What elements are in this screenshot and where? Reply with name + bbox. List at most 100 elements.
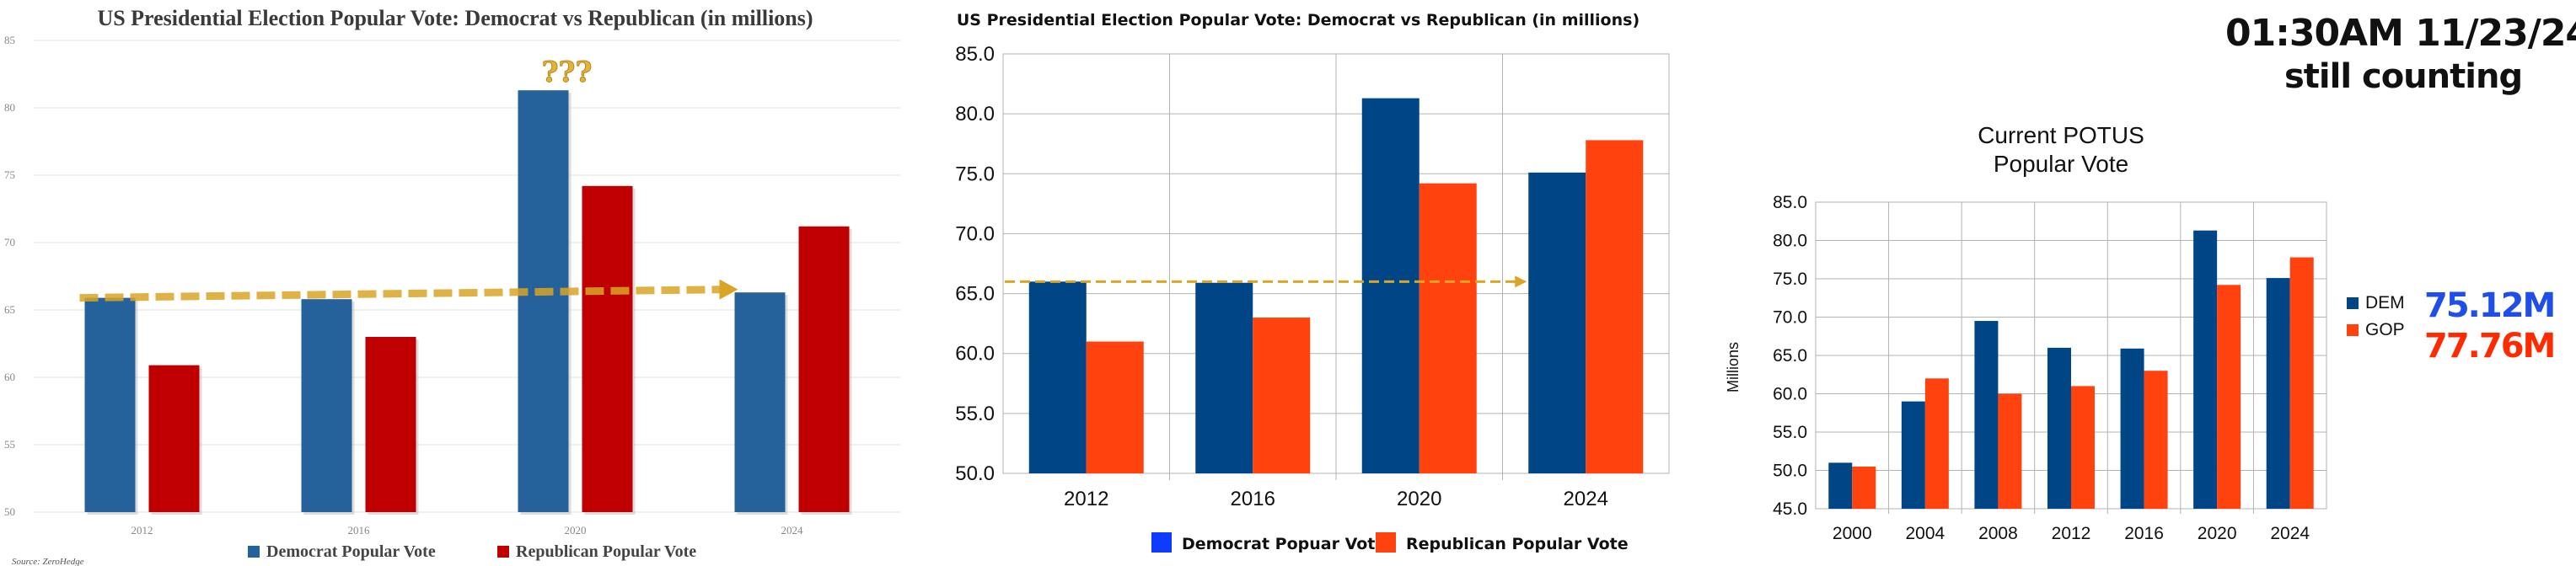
bar-democrat-2020	[1361, 98, 1419, 473]
legend-label: Democrat Popular Vote	[266, 542, 436, 561]
y-tick-label: 65	[4, 303, 15, 316]
bar-democrat-2012	[84, 297, 136, 512]
bar-gop-2020	[2217, 285, 2241, 509]
y-tick-label: 70.0	[955, 222, 995, 245]
y-tick-label: 80	[4, 101, 15, 114]
y-tick-label: 75.0	[955, 163, 995, 185]
x-tick-label: 2012	[1064, 488, 1108, 510]
bar-republican-2020	[1419, 183, 1477, 473]
y-tick-label: 75.0	[1773, 270, 1807, 289]
legend: Democrat Popuar Vote Republican Popular V…	[1151, 532, 1629, 553]
still-counting-stamp: still counting	[2284, 57, 2523, 96]
bars	[1828, 230, 2314, 509]
trend-arrow	[1005, 275, 1527, 288]
y-tick-label: 85.0	[1773, 193, 1807, 212]
y-tick-labels: 45.0 50.0 55.0 60.0 65.0 70.0 75.0 80.0 85.0	[1773, 193, 1807, 519]
x-tick-labels: 2000 2004 2008 2012 2016 2020 2024	[1833, 524, 2310, 543]
y-tick-label: 60.0	[955, 343, 995, 366]
bar-dem-2016	[2120, 348, 2144, 509]
y-tick-label: 55.0	[1773, 423, 1807, 442]
timestamp-stamp: 01:30AM 11/23/24	[2225, 12, 2576, 55]
legend-label: DEM	[2365, 293, 2405, 312]
legend-swatch	[1151, 532, 1172, 553]
gop-total-value: 77.76M	[2424, 327, 2556, 366]
legend-swatch	[2347, 324, 2359, 336]
trend-arrowhead	[719, 279, 738, 300]
trend-line	[79, 286, 728, 302]
bar-gop-2012	[2071, 386, 2095, 509]
bar-democrat-2024	[734, 292, 786, 512]
zerohedge-bar-chart: US Presidential Election Popular Vote: D…	[4, 6, 900, 566]
legend-swatch	[248, 546, 260, 558]
y-tick-label: 85.0	[955, 43, 995, 66]
recreated-bar-chart: US Presidential Election Popular Vote: D…	[955, 11, 1670, 553]
bar-republican-2012	[148, 365, 200, 512]
y-tick-label: 45.0	[1773, 499, 1807, 519]
y-tick-label: 55	[4, 438, 15, 451]
y-axis-label: Millions	[1725, 342, 1741, 392]
bar-republican-2024	[1586, 140, 1644, 473]
bar-gop-2016	[2144, 371, 2168, 509]
legend: DEM GOP	[2347, 293, 2405, 339]
x-tick-label: 2016	[1231, 488, 1275, 510]
chart-title-line-2: Popular Vote	[1994, 151, 2128, 177]
x-tick-label: 2016	[2124, 524, 2164, 543]
x-tick-label: 2020	[1397, 488, 1441, 510]
chart-title: US Presidential Election Popular Vote: D…	[97, 6, 813, 30]
y-tick-label: 70	[4, 236, 15, 248]
y-tick-label: 65.0	[1773, 346, 1807, 366]
question-marks-annotation: ???	[542, 56, 593, 89]
trend-arrow	[79, 279, 738, 302]
source-note: Source: ZeroHedge	[12, 557, 84, 566]
bar-gop-2004	[1924, 378, 1949, 509]
x-tick-label: 2020	[565, 524, 587, 537]
bar-democrat-2016	[301, 299, 352, 512]
bar-republican-2016	[365, 337, 416, 512]
x-tick-label: 2024	[2270, 524, 2310, 543]
recreated-chart-panel: US Presidential Election Popular Vote: D…	[910, 0, 1686, 566]
x-tick-label: 2012	[2052, 524, 2091, 543]
y-tick-label: 50	[4, 505, 15, 518]
chart-title: US Presidential Election Popular Vote: D…	[957, 11, 1640, 29]
bar-republican-2016	[1253, 318, 1311, 473]
bar-democrat-2024	[1528, 172, 1586, 473]
bar-republican-2020	[582, 185, 633, 513]
x-tick-label: 2024	[1564, 488, 1608, 510]
bar-gop-2000	[1852, 466, 1876, 509]
y-tick-labels: 50 55 60 65 70 75 80 85	[4, 34, 15, 518]
x-tick-label: 2012	[131, 524, 153, 537]
chart-title-line-1: Current POTUS	[1978, 122, 2144, 148]
x-tick-label: 2016	[348, 524, 371, 537]
bar-dem-2024	[2266, 278, 2290, 509]
x-tick-labels: 2012 2016 2020 2024	[1064, 488, 1608, 510]
y-tick-label: 60.0	[1773, 385, 1807, 404]
y-tick-label: 80.0	[955, 103, 995, 125]
bar-democrat-2012	[1028, 281, 1087, 473]
legend: Democrat Popular Vote Republican Popular …	[248, 542, 696, 561]
bars	[84, 90, 852, 515]
legend-label: Democrat Popuar Vote	[1182, 535, 1386, 553]
y-tick-label: 50.0	[1773, 462, 1807, 481]
y-tick-label: 80.0	[1773, 232, 1807, 251]
x-tick-labels: 2012 2016 2020 2024	[131, 524, 804, 537]
bars	[1028, 98, 1644, 473]
bar-dem-2008	[1974, 321, 1999, 509]
legend-label: GOP	[2365, 320, 2405, 339]
y-tick-label: 65.0	[955, 283, 995, 306]
x-tick-label: 2024	[781, 524, 804, 537]
legend-label: Republican Popular Vote	[1406, 535, 1629, 553]
bar-democrat-2020	[518, 90, 569, 512]
bar-gop-2024	[2289, 257, 2314, 509]
legend-label: Republican Popular Vote	[516, 542, 696, 561]
bar-gop-2008	[1998, 393, 2022, 509]
legend-swatch	[497, 546, 509, 558]
bar-dem-2000	[1828, 462, 1853, 509]
y-tick-label: 85	[4, 34, 15, 46]
bar-republican-2024	[798, 226, 850, 512]
y-tick-label: 70.0	[1773, 308, 1807, 328]
x-tick-label: 2000	[1833, 524, 1872, 543]
y-tick-label: 50.0	[955, 462, 995, 485]
legend-swatch	[1376, 532, 1396, 553]
bar-republican-2012	[1086, 341, 1144, 473]
bar-dem-2020	[2193, 230, 2218, 509]
